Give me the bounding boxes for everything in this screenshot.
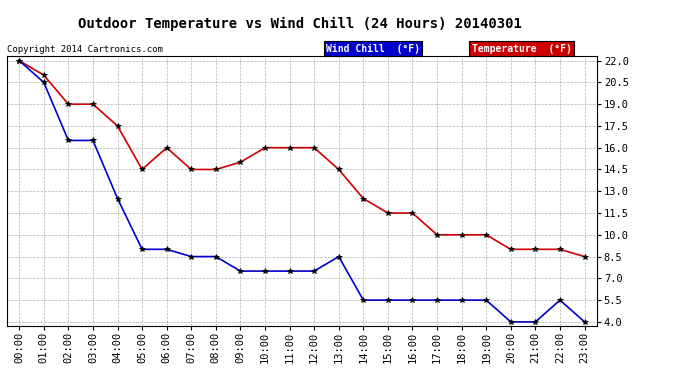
Text: Temperature  (°F): Temperature (°F) [472,44,572,54]
Text: Outdoor Temperature vs Wind Chill (24 Hours) 20140301: Outdoor Temperature vs Wind Chill (24 Ho… [78,17,522,31]
Text: Copyright 2014 Cartronics.com: Copyright 2014 Cartronics.com [7,45,163,54]
Text: Wind Chill  (°F): Wind Chill (°F) [326,44,420,54]
